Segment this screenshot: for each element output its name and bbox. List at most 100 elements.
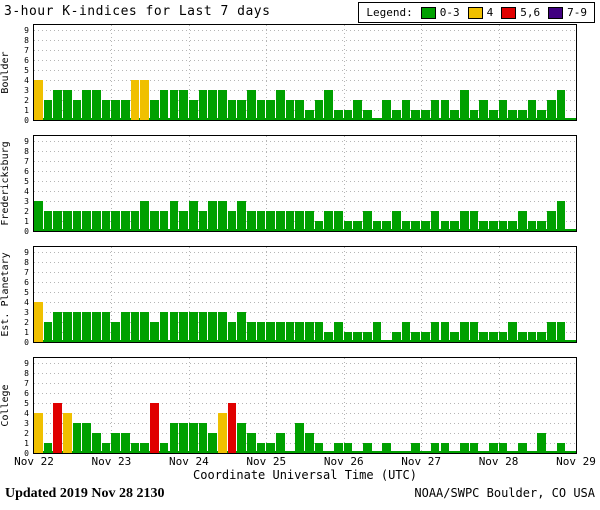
k-bar	[82, 423, 92, 453]
v-gridline	[421, 358, 423, 453]
k-bar	[508, 221, 517, 231]
k-bar	[140, 312, 150, 342]
y-tick-label: 0	[24, 227, 29, 236]
k-bar	[208, 312, 217, 342]
k-bar	[150, 322, 159, 342]
v-gridline	[188, 136, 190, 231]
purple-swatch	[548, 6, 564, 19]
red-swatch	[501, 6, 517, 19]
k-bar	[430, 322, 440, 342]
y-tick-label: 4	[24, 298, 29, 307]
k-bar	[537, 110, 546, 120]
v-gridline	[498, 358, 500, 453]
k-bar	[372, 322, 382, 342]
k-bar	[498, 443, 508, 453]
k-bar	[411, 221, 421, 231]
k-bar	[285, 322, 295, 342]
k-bar	[440, 221, 450, 231]
k-bar	[285, 211, 295, 231]
y-tick-label: 4	[24, 187, 29, 196]
h-gridline	[34, 312, 576, 313]
k-bar	[111, 322, 121, 342]
y-tick-label: 9	[24, 26, 29, 35]
y-tick-label: 3	[24, 86, 29, 95]
v-gridline	[421, 25, 423, 120]
k-bar	[305, 211, 314, 231]
k-bar	[246, 433, 256, 453]
k-bar	[72, 312, 82, 342]
k-bar	[401, 221, 411, 231]
k-bar	[63, 413, 72, 453]
k-bar	[34, 302, 43, 342]
k-bar	[72, 423, 82, 453]
v-gridline	[188, 25, 190, 120]
k-bar	[469, 211, 479, 231]
k-bar	[266, 443, 275, 453]
y-tick-label: 6	[24, 56, 29, 65]
k-bar	[169, 201, 179, 231]
k-bar	[43, 211, 53, 231]
y-tick-label: 2	[24, 429, 29, 438]
k-bar	[53, 211, 63, 231]
k-bar	[517, 110, 527, 120]
k-bar	[363, 110, 372, 120]
k-bar	[246, 211, 256, 231]
k-bar	[517, 332, 527, 342]
x-tick-label: Nov 23	[91, 455, 132, 468]
k-bar	[237, 100, 246, 120]
k-bar	[227, 322, 237, 342]
k-bar	[53, 403, 63, 453]
x-tick-label: Nov 28	[478, 455, 519, 468]
k-bar	[450, 221, 459, 231]
k-bar	[101, 211, 111, 231]
v-gridline	[421, 136, 423, 231]
legend-item-label: 0-3	[439, 6, 460, 19]
k-bar	[217, 312, 227, 342]
k-bar	[130, 80, 140, 120]
k-bar	[421, 221, 430, 231]
plot-area	[33, 24, 577, 121]
y-tick-label: 9	[24, 248, 29, 257]
k-bar	[488, 110, 498, 120]
h-gridline	[34, 141, 576, 142]
yellow-swatch	[467, 6, 483, 19]
y-tick-label: 8	[24, 36, 29, 45]
k-bar	[140, 80, 150, 120]
x-tick-label: Nov 27	[401, 455, 442, 468]
k-bar	[450, 332, 459, 342]
k-bar	[169, 423, 179, 453]
k-bar	[537, 433, 546, 453]
k-bar	[488, 332, 498, 342]
k-bar	[34, 413, 43, 453]
k-bar	[198, 312, 208, 342]
h-gridline	[34, 393, 576, 394]
k-bar	[92, 90, 101, 120]
x-tick-label: Nov 26	[323, 455, 364, 468]
updated-label: Updated	[5, 486, 57, 501]
k-bar	[43, 100, 53, 120]
k-bar	[295, 322, 304, 342]
k-bar	[82, 312, 92, 342]
k-bar	[527, 100, 537, 120]
legend-label: Legend:	[366, 6, 413, 19]
k-bar	[556, 443, 566, 453]
k-bar	[392, 211, 401, 231]
k-bar	[459, 443, 469, 453]
k-bar	[208, 90, 217, 120]
y-tick-label: 7	[24, 268, 29, 277]
y-tick-label: 7	[24, 157, 29, 166]
k-bar	[343, 221, 353, 231]
v-gridline	[498, 136, 500, 231]
h-gridline	[34, 50, 576, 51]
k-bar	[34, 201, 43, 231]
y-tick-label: 8	[24, 369, 29, 378]
y-tick-label: 1	[24, 106, 29, 115]
k-bar	[217, 90, 227, 120]
k-bar	[198, 423, 208, 453]
k-bar	[63, 312, 72, 342]
panel-boulder: Boulder 0 1 2 3 4 5 6 7 8 9	[0, 24, 600, 125]
k-bar	[227, 403, 237, 453]
k-bar	[43, 443, 53, 453]
k-bar	[130, 443, 140, 453]
k-bar	[450, 110, 459, 120]
